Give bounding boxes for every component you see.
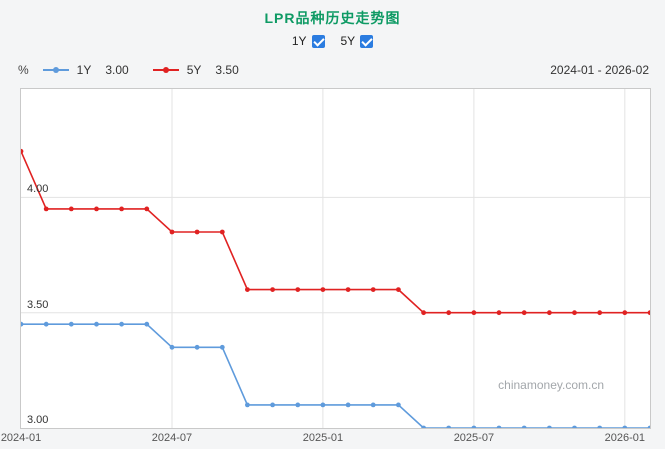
data-point-5Y-2024-06 <box>144 206 150 212</box>
data-point-5Y-2025-08 <box>496 310 502 316</box>
line-marker-icon <box>152 67 179 73</box>
series-line-5Y <box>21 150 650 314</box>
data-point-1Y-2024-08 <box>194 344 200 350</box>
legend-item-5y: 5Y 3.50 <box>152 63 239 77</box>
data-point-5Y-2025-06 <box>446 310 452 316</box>
data-point-1Y-2025-06 <box>446 425 452 428</box>
x-axis-label: 2024-01 <box>0 432 42 444</box>
data-point-1Y-2024-11 <box>270 402 275 408</box>
line-marker-icon <box>42 67 69 73</box>
y-axis-label: 4.00 <box>27 183 49 196</box>
data-point-5Y-2025-12 <box>597 310 603 316</box>
legend-row: % 1Y 3.00 5Y 3.50 2024-01 - 2026-02 <box>18 63 649 77</box>
data-point-5Y-2025-07 <box>471 310 477 316</box>
y-axis-unit: % <box>18 63 29 77</box>
data-point-1Y-2025-01 <box>320 402 326 408</box>
data-point-1Y-2024-02 <box>43 321 49 327</box>
legend-item-1y: 1Y 3.00 <box>42 63 129 77</box>
data-point-1Y-2025-02 <box>345 402 351 408</box>
data-point-1Y-2024-03 <box>68 321 74 327</box>
data-point-5Y-2025-02 <box>345 287 351 292</box>
x-axis-label: 2024-07 <box>151 432 193 444</box>
page-title: LPR品种历史走势图 <box>264 10 401 26</box>
data-point-1Y-2025-10 <box>547 425 552 428</box>
checkbox-checked-icon[interactable] <box>311 34 325 48</box>
data-point-5Y-2024-04 <box>94 206 99 212</box>
toggle-1y[interactable]: 1Y <box>292 34 325 48</box>
data-point-1Y-2026-02 <box>647 425 650 428</box>
legend-value-1y: 3.00 <box>105 63 129 77</box>
y-axis-label: 3.00 <box>27 414 49 426</box>
data-point-1Y-2025-09 <box>521 425 527 428</box>
legend-name-1y: 1Y <box>76 63 92 77</box>
date-range: 2024-01 - 2026-02 <box>550 63 649 77</box>
toggle-1y-label: 1Y <box>291 34 307 48</box>
data-point-5Y-2025-09 <box>521 310 527 316</box>
data-point-1Y-2024-05 <box>119 321 124 327</box>
data-point-5Y-2025-05 <box>421 310 426 316</box>
data-point-5Y-2025-03 <box>370 287 376 292</box>
data-point-1Y-2024-06 <box>144 321 150 327</box>
data-point-5Y-2024-01 <box>21 148 24 154</box>
data-point-5Y-2024-05 <box>119 206 124 212</box>
data-point-5Y-2024-10 <box>245 287 250 292</box>
data-point-1Y-2024-04 <box>94 321 99 327</box>
x-axis-label: 2026-01 <box>604 432 646 444</box>
data-point-5Y-2024-11 <box>270 287 275 292</box>
legend-value-5y: 3.50 <box>215 63 239 77</box>
chart-container: 3.00 3.50 4.00 chinamoney.com.cn <box>20 88 651 429</box>
legend-name-5y: 5Y <box>186 63 202 77</box>
data-point-5Y-2026-02 <box>647 310 650 316</box>
chart-plot-area[interactable] <box>21 89 650 428</box>
data-point-5Y-2025-04 <box>396 287 401 292</box>
data-point-1Y-2025-05 <box>421 425 426 428</box>
data-point-5Y-2025-01 <box>320 287 326 292</box>
data-point-1Y-2024-07 <box>169 344 175 350</box>
x-axis-label: 2025-01 <box>302 432 344 444</box>
data-point-5Y-2024-12 <box>295 287 301 292</box>
data-point-5Y-2024-07 <box>169 229 175 235</box>
data-point-1Y-2026-01 <box>622 425 628 428</box>
data-point-5Y-2024-08 <box>194 229 200 235</box>
series-toggle-row: 1Y 5Y <box>0 34 665 48</box>
data-point-1Y-2025-11 <box>572 425 577 428</box>
data-point-5Y-2024-03 <box>68 206 74 212</box>
data-point-5Y-2025-11 <box>572 310 577 316</box>
data-point-1Y-2025-08 <box>496 425 502 428</box>
data-point-1Y-2025-12 <box>597 425 603 428</box>
data-point-1Y-2024-09 <box>219 344 225 350</box>
data-point-1Y-2024-01 <box>21 321 24 327</box>
data-point-5Y-2025-10 <box>547 310 552 316</box>
data-point-5Y-2026-01 <box>622 310 628 316</box>
toggle-5y-label: 5Y <box>340 34 356 48</box>
data-point-1Y-2025-07 <box>471 425 477 428</box>
x-axis-labels: 2024-01 2024-07 2025-01 2025-07 2026-01 <box>1 432 651 446</box>
data-point-1Y-2024-10 <box>245 402 250 408</box>
x-axis-label: 2025-07 <box>453 432 495 444</box>
checkbox-checked-icon[interactable] <box>360 34 374 48</box>
toggle-5y[interactable]: 5Y <box>341 34 374 48</box>
y-axis-label: 3.50 <box>27 298 49 311</box>
data-point-1Y-2025-03 <box>370 402 376 408</box>
data-point-5Y-2024-02 <box>43 206 49 212</box>
legend-items: 1Y 3.00 5Y 3.50 <box>42 63 239 77</box>
data-point-1Y-2024-12 <box>295 402 301 408</box>
series-line-1Y <box>21 323 650 428</box>
data-point-1Y-2025-04 <box>396 402 401 408</box>
watermark: chinamoney.com.cn <box>498 378 604 392</box>
data-point-5Y-2024-09 <box>219 229 225 235</box>
